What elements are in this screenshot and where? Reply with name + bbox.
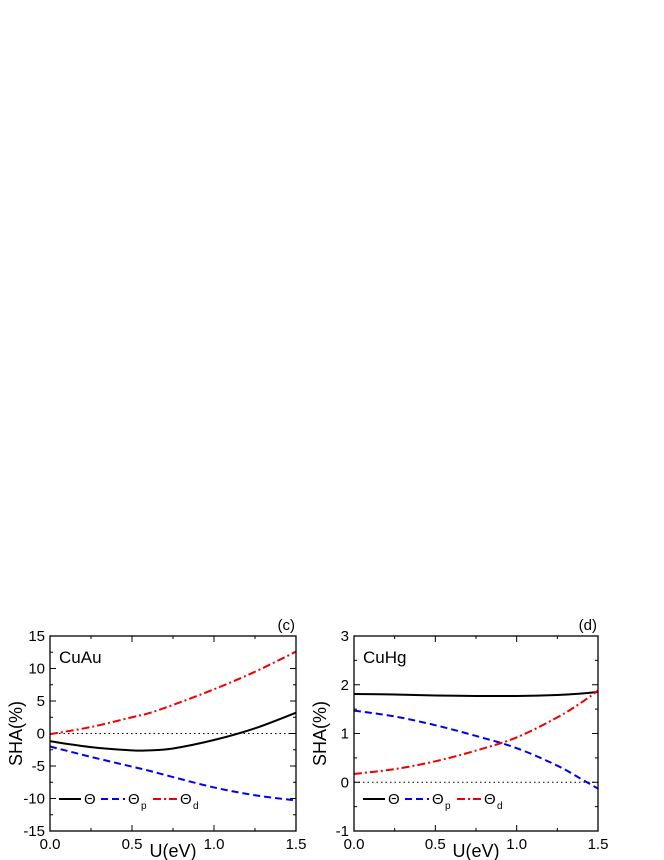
x-axis-title: U(eV) — [452, 841, 499, 860]
series-line-theta-p — [353, 709, 599, 790]
panel-tag: (c) — [278, 617, 296, 634]
panel-c: 0.0 0.5 1.0 1.5 -15 -10 -5 0 5 10 15 CuAu (c) U(eV) SH… — [6, 617, 306, 860]
y-tick-label: 10 — [28, 661, 45, 678]
y-tick-label: 15 — [28, 628, 45, 645]
y-tick-label: -10 — [23, 791, 45, 808]
y-tick-label: 5 — [37, 693, 45, 710]
legend-label: Θ — [84, 791, 96, 808]
y-axis-title: SHA(%) — [310, 701, 330, 766]
y-tick-label: 0 — [37, 726, 45, 743]
y-tick-label: 0 — [341, 774, 349, 791]
series-line-theta-d — [49, 650, 297, 736]
legend-label: Θ — [432, 791, 444, 808]
legend-label: Θ — [484, 791, 496, 808]
legend-label: Θ — [180, 791, 192, 808]
y-tick-label: -15 — [23, 823, 45, 840]
legend-label-subscript: d — [193, 801, 199, 812]
x-tick-label: 1.0 — [204, 836, 225, 853]
plot-frame — [353, 635, 599, 832]
y-tick-label: 1 — [341, 726, 349, 743]
legend-label: Θ — [388, 791, 400, 808]
y-tick-label: 2 — [341, 677, 349, 694]
x-tick-label: 0.5 — [122, 836, 143, 853]
legend-label-subscript: p — [445, 801, 451, 812]
x-tick-label: 0.0 — [344, 836, 365, 853]
x-tick-label: 1.0 — [506, 836, 527, 853]
x-tick-label: 0.0 — [40, 836, 61, 853]
panel-title: CuAu — [59, 648, 102, 667]
legend-label-subscript: p — [141, 801, 147, 812]
x-axis-title: U(eV) — [149, 841, 196, 860]
series-line-theta — [49, 711, 297, 752]
series-line-theta-p — [49, 745, 297, 802]
plot-frame — [49, 635, 297, 832]
panel-title: CuHg — [363, 648, 406, 667]
x-tick-label: 1.5 — [286, 836, 307, 853]
y-tick-label: 3 — [341, 628, 349, 645]
y-axis-title: SHA(%) — [6, 701, 26, 766]
x-tick-label: 0.5 — [425, 836, 446, 853]
legend-label-subscript: d — [497, 801, 503, 812]
y-tick-label: -1 — [336, 823, 349, 840]
legend-label: Θ — [128, 791, 140, 808]
y-tick-label: -5 — [32, 758, 45, 775]
series-line-theta-d — [353, 689, 599, 775]
series-line-theta — [353, 691, 599, 698]
panel-tag: (d) — [579, 617, 597, 634]
x-tick-label: 1.5 — [588, 836, 609, 853]
